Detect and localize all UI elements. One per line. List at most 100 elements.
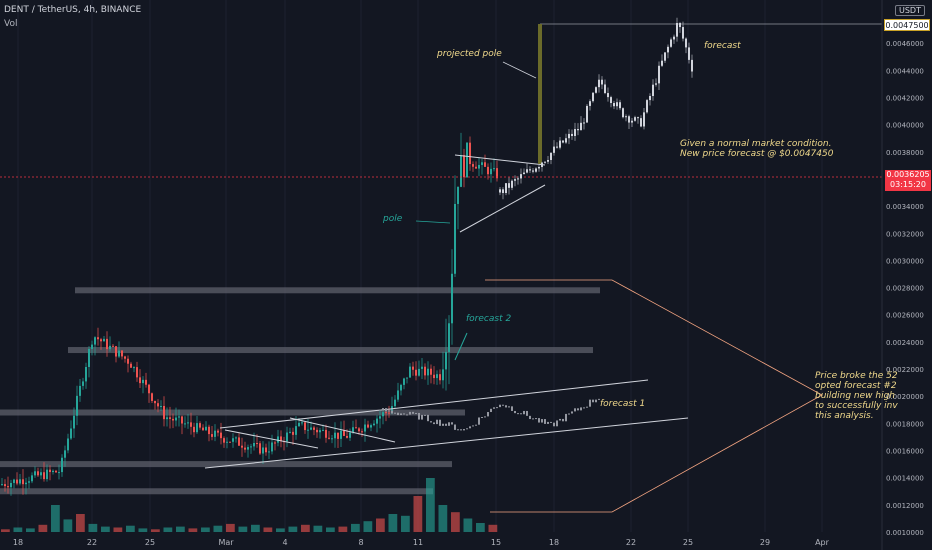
forecast-body — [622, 108, 624, 118]
y-tick-label: 0.0030000 — [886, 257, 924, 265]
candle-body — [79, 385, 81, 396]
candle-body — [13, 479, 15, 483]
candle-body — [190, 422, 192, 427]
candle-body — [130, 363, 132, 368]
candle-body — [433, 374, 435, 379]
candle-body — [313, 427, 315, 430]
forecast-body — [568, 133, 570, 139]
forecast-body — [556, 146, 558, 148]
support-resistance-levels — [0, 287, 600, 495]
candle-body — [226, 441, 228, 443]
volume-bar — [351, 523, 360, 532]
y-tick-label: 0.0046000 — [886, 40, 924, 48]
candle-body — [121, 350, 123, 357]
forecast1-body — [409, 411, 411, 415]
forecast-note-line2: New price forecast @ $0.0047450 — [680, 149, 834, 159]
flag-upper-line — [454, 154, 546, 166]
forecast1-body — [415, 412, 417, 414]
x-tick-label: 25 — [683, 538, 693, 547]
forecast1-body — [442, 423, 444, 426]
forecast-body — [559, 140, 561, 148]
channel-upper-line — [219, 379, 649, 429]
forecast-body — [565, 138, 567, 143]
candle-body — [352, 427, 354, 433]
y-tick-label: 0.0018000 — [886, 420, 924, 428]
candle-body — [277, 436, 279, 443]
forecast-body — [634, 117, 636, 121]
forecast-body — [586, 105, 588, 123]
forecast1-body — [493, 407, 495, 409]
candle-body — [322, 429, 324, 431]
candle-body — [136, 367, 138, 378]
candle-body — [295, 426, 297, 435]
x-tick-label: Mar — [218, 538, 234, 547]
currency-label[interactable]: USDT — [895, 5, 925, 16]
forecast-body — [526, 169, 528, 173]
y-tick-label: 0.0042000 — [886, 94, 924, 102]
forecast1-body — [379, 409, 381, 411]
side-note-line5: this analysis. — [815, 411, 874, 421]
forecast-body — [643, 112, 645, 127]
forecast1-body — [403, 413, 405, 415]
forecast-body — [667, 46, 669, 53]
candle-body — [397, 390, 399, 400]
candle-body — [301, 422, 303, 424]
forecast-body — [613, 103, 615, 107]
volume-bar — [138, 528, 148, 532]
candle-body — [220, 432, 222, 439]
forecast1-body — [541, 419, 543, 423]
candle-body — [496, 168, 498, 179]
candle-body — [151, 393, 153, 401]
candle-body — [307, 429, 309, 431]
candle-body — [286, 432, 288, 442]
forecast-body — [592, 92, 594, 102]
volume-bar — [263, 527, 273, 532]
level-band — [0, 461, 452, 468]
candle-body — [478, 164, 480, 169]
volume-bar — [176, 526, 185, 532]
candle-body — [217, 430, 219, 433]
forecast1-body — [496, 407, 498, 409]
x-tick-label: 18 — [549, 538, 559, 547]
candle-body — [28, 481, 30, 483]
volume-label: Vol — [4, 19, 18, 29]
forecast-body — [595, 87, 597, 93]
forecast-body — [514, 179, 516, 181]
current-price-value: 0.0036205 — [886, 170, 930, 179]
grid — [17, 0, 823, 532]
candle-body — [418, 368, 420, 376]
forecast-body — [508, 183, 510, 188]
y-tick-label: 0.0012000 — [886, 502, 924, 510]
candle-body — [232, 438, 234, 442]
forecast-body — [571, 133, 573, 136]
candle-body — [481, 162, 483, 165]
level-band — [68, 347, 593, 354]
candle-body — [373, 423, 375, 426]
candle-body — [487, 166, 489, 175]
bracket — [485, 279, 823, 513]
forecast-body — [610, 97, 612, 104]
volume-bar — [151, 529, 160, 532]
candle-body — [460, 155, 462, 187]
forecast-body — [649, 96, 651, 101]
forecast1-body — [490, 408, 492, 413]
level-band — [75, 287, 600, 294]
forecast-body — [679, 23, 681, 28]
forecast1-body — [472, 425, 474, 427]
forecast-body — [616, 102, 618, 107]
candle-body — [361, 431, 363, 433]
candle-body — [64, 450, 66, 458]
forecast-body — [583, 122, 585, 124]
forecast1-body — [586, 406, 588, 408]
forecast-note-line1: Given a normal market condition. — [680, 139, 832, 149]
forecast1-body — [565, 413, 567, 422]
candle-body — [82, 381, 84, 386]
forecast1-body — [529, 415, 531, 420]
forecast1-body — [382, 408, 384, 411]
candle-body — [139, 377, 141, 384]
forecast-body — [625, 116, 627, 118]
forecast1-body — [547, 421, 549, 424]
candle-body — [448, 323, 450, 352]
forecast1-body — [511, 406, 513, 411]
